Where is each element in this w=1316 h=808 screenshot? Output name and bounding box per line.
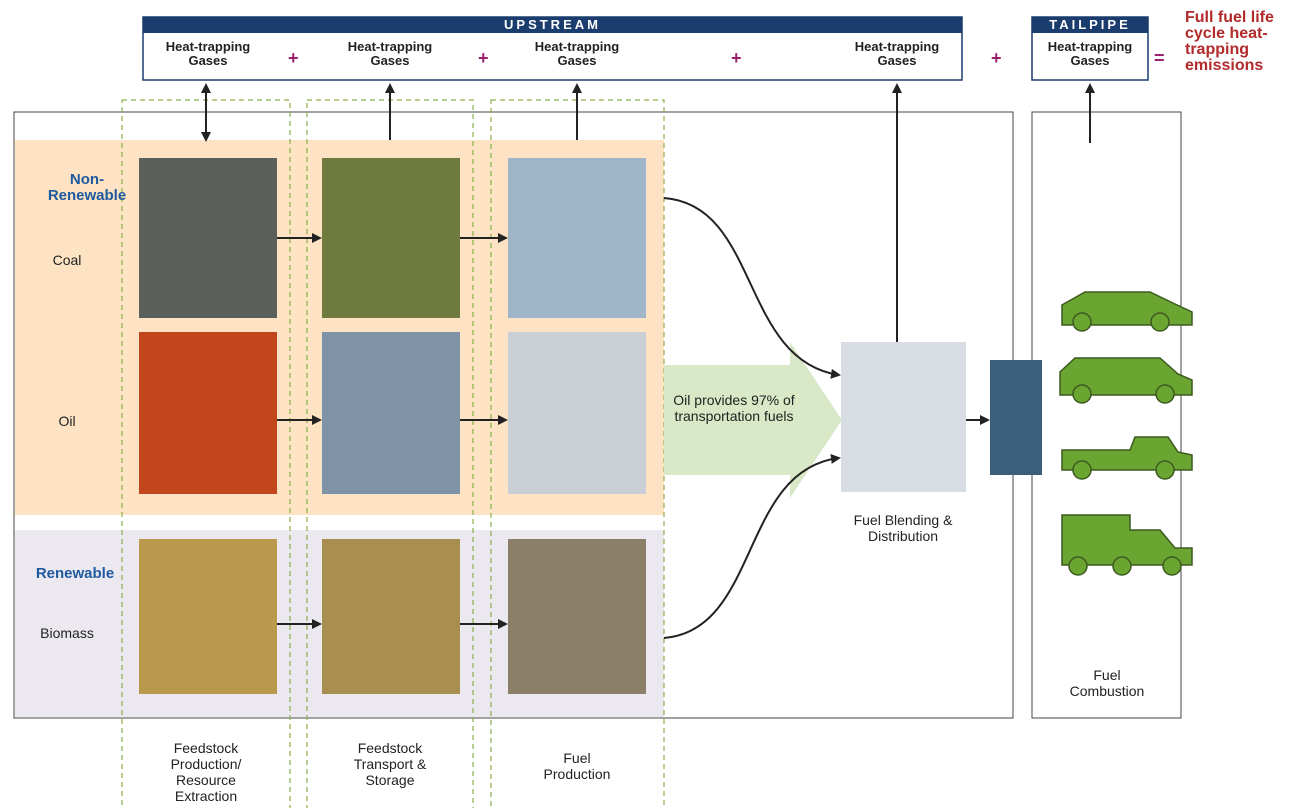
fuel-label: Coal xyxy=(52,252,82,268)
tailpipe-title: TAILPIPE xyxy=(1049,17,1131,32)
gas-label: Heat-trapping Gases xyxy=(347,39,433,68)
fuel-label: Oil xyxy=(58,413,76,429)
callout-label: Oil provides 97% of transportation fuels xyxy=(673,392,795,424)
upstream-band xyxy=(143,17,962,33)
upstream-title: UPSTREAM xyxy=(504,17,601,32)
gas-label: Heat-trapping Gases xyxy=(1047,39,1133,68)
stage-label: Fuel Production xyxy=(543,750,611,782)
plus: + xyxy=(731,48,742,68)
result-label: Full fuel life cycle heat-trapping emiss… xyxy=(1185,9,1274,74)
combustion-label: Fuel Combustion xyxy=(1069,667,1145,699)
plus: + xyxy=(288,48,299,68)
tailpipe-band xyxy=(1032,17,1148,33)
photos xyxy=(139,158,1042,694)
stage-label: Feedstock Transport & Storage xyxy=(353,740,427,788)
callout-arrow xyxy=(664,342,842,498)
fuel-label: Biomass xyxy=(40,625,94,641)
blending-label: Fuel Blending & Distribution xyxy=(853,512,953,544)
vehicles xyxy=(1059,291,1193,576)
group-label: Non-Renewable xyxy=(47,171,127,204)
gas-label: Heat-trapping Gases xyxy=(854,39,940,68)
gas-label: Heat-trapping Gases xyxy=(534,39,620,68)
plus: + xyxy=(478,48,489,68)
flow-arrows xyxy=(201,83,1095,639)
equals: = xyxy=(1154,48,1165,68)
stage-label: Feedstock Production/ Resource Extractio… xyxy=(170,740,242,804)
plus: + xyxy=(991,48,1002,68)
gas-label: Heat-trapping Gases xyxy=(165,39,251,68)
combustion-frame xyxy=(1031,111,1182,719)
group-label: Renewable xyxy=(35,565,115,582)
